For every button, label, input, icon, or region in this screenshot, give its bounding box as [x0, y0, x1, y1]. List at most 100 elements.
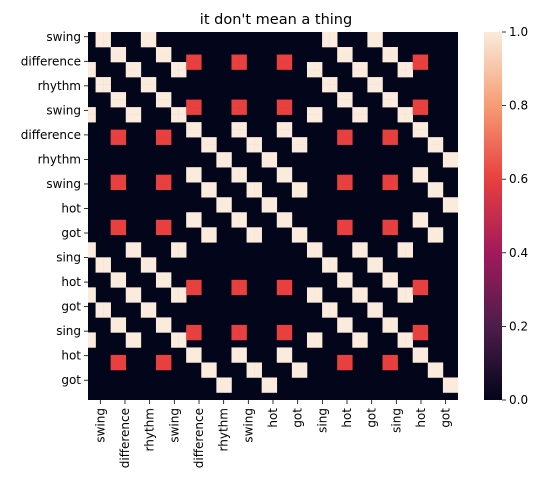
- heatmap-cell: [412, 167, 421, 175]
- heatmap-cell: [95, 77, 104, 85]
- y-tick-label: got: [61, 373, 81, 387]
- heatmap-cell: [155, 362, 164, 371]
- heatmap-cell: [193, 167, 202, 175]
- heatmap-cell: [405, 287, 413, 296]
- heatmap-cell: [329, 84, 338, 93]
- heatmap-cell: [442, 377, 451, 386]
- heatmap-cell: [171, 287, 179, 296]
- heatmap-cell: [261, 377, 270, 386]
- heatmap-cell: [223, 377, 232, 386]
- heatmap-cell: [148, 302, 157, 311]
- heatmap-cell: [216, 159, 225, 168]
- heatmap-cell: [284, 347, 293, 356]
- heatmap-cell: [148, 257, 157, 266]
- heatmap-cell: [155, 137, 164, 145]
- heatmap-cell: [88, 287, 96, 296]
- heatmap-cell: [186, 174, 195, 183]
- heatmap-cell: [178, 339, 187, 348]
- heatmap-cell: [95, 264, 104, 273]
- heatmap-cell: [125, 339, 134, 348]
- heatmap-cell: [382, 174, 391, 183]
- heatmap-cell: [337, 354, 346, 363]
- heatmap-cell: [223, 197, 232, 206]
- heatmap-cell: [284, 332, 293, 341]
- heatmap-cell: [352, 62, 361, 70]
- heatmap-cell: [118, 129, 127, 138]
- heatmap-cell: [88, 114, 96, 123]
- heatmap-cell: [299, 369, 308, 378]
- heatmap-cell: [314, 339, 323, 348]
- heatmap-cell: [110, 354, 119, 363]
- heatmap-cell: [178, 69, 187, 78]
- heatmap-cell: [88, 249, 96, 258]
- heatmap-cell: [397, 69, 406, 78]
- heatmap-cell: [254, 144, 262, 153]
- heatmap-cell: [337, 279, 346, 288]
- heatmap-cell: [337, 219, 346, 228]
- heatmap-cell: [118, 324, 127, 333]
- heatmap-cell: [148, 309, 157, 318]
- heatmap-cell: [291, 182, 300, 191]
- heatmap-cell: [88, 294, 96, 303]
- heatmap-cell: [133, 249, 142, 258]
- heatmap-cell: [246, 369, 255, 378]
- heatmap-cell: [276, 324, 285, 333]
- heatmap-cell: [193, 107, 202, 115]
- heatmap-cell: [420, 332, 429, 341]
- heatmap-cell: [329, 77, 338, 85]
- heatmap-cell: [231, 99, 240, 108]
- heatmap-cell: [299, 234, 308, 243]
- heatmap-cell: [88, 69, 96, 78]
- heatmap-cell: [246, 144, 255, 153]
- heatmap-cell: [450, 152, 459, 160]
- heatmap-cell: [118, 279, 127, 288]
- heatmap-cell: [276, 332, 285, 341]
- heatmap-cell: [261, 159, 270, 168]
- heatmap-cell: [314, 294, 323, 303]
- heatmap-cell: [110, 182, 119, 191]
- heatmap-cell: [435, 182, 444, 191]
- heatmap-cell: [359, 242, 368, 251]
- heatmap-cell: [352, 332, 361, 341]
- heatmap-cell: [306, 114, 315, 123]
- heatmap-cell: [344, 99, 353, 108]
- heatmap-cell: [208, 189, 217, 198]
- heatmap-cell: [450, 197, 459, 206]
- heatmap-cell: [291, 144, 300, 153]
- heatmap-cell: [390, 279, 398, 288]
- heatmap-cell: [420, 347, 429, 356]
- heatmap-cell: [148, 39, 157, 48]
- heatmap-cell: [359, 287, 368, 296]
- heatmap-cell: [390, 354, 398, 363]
- heatmap-cell: [374, 264, 383, 273]
- heatmap-cell: [427, 369, 436, 378]
- heatmap-cell: [397, 332, 406, 341]
- heatmap-cell: [118, 137, 127, 145]
- heatmap-cell: [155, 219, 164, 228]
- heatmap-cell: [110, 174, 119, 183]
- heatmap-cell: [314, 287, 323, 296]
- heatmap-cell: [110, 272, 119, 281]
- chart-title: it don't mean a thing: [200, 12, 352, 28]
- heatmap-cell: [163, 219, 172, 228]
- x-tick-label: got: [365, 408, 379, 428]
- heatmap-cell: [140, 84, 149, 93]
- y-tick-label: sing: [56, 251, 81, 265]
- heatmap-cell: [163, 47, 172, 55]
- heatmap-cell: [405, 62, 413, 70]
- heatmap-cell: [140, 77, 149, 85]
- heatmap-cell: [337, 227, 346, 236]
- heatmap-cell: [284, 174, 293, 183]
- heatmap-cell: [155, 182, 164, 191]
- heatmap-cell: [88, 339, 96, 348]
- heatmap-cell: [306, 69, 315, 78]
- heatmap-cell: [442, 152, 451, 160]
- heatmap-cell: [254, 182, 262, 191]
- heatmap-cell: [140, 39, 149, 48]
- heatmap-cell: [382, 324, 391, 333]
- heatmap-cell: [110, 362, 119, 371]
- heatmap-cell: [397, 294, 406, 303]
- heatmap-cell: [359, 62, 368, 70]
- heatmap-cell: [291, 234, 300, 243]
